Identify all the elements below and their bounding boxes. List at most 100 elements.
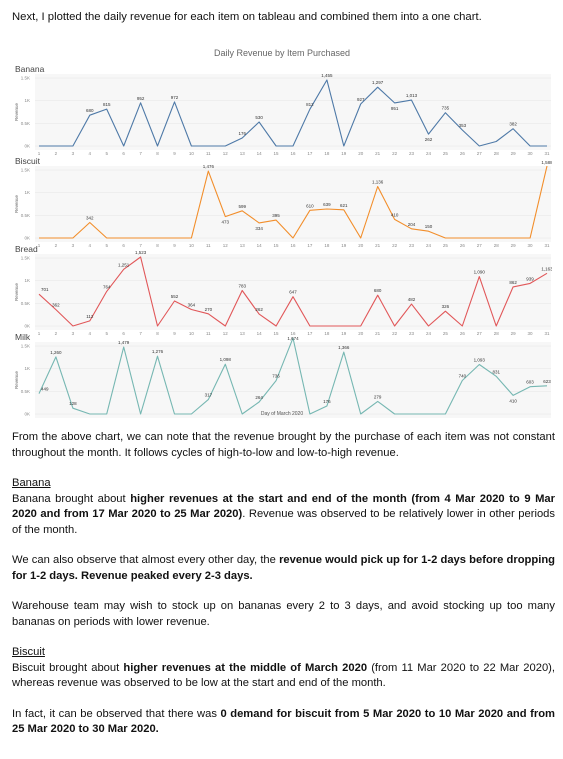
banana-x-tick-label: 28	[494, 151, 500, 156]
bread-data-label: 764	[103, 284, 111, 289]
bread-data-label: 1,090	[474, 270, 486, 275]
banana-x-tick-label: 20	[358, 151, 364, 156]
biscuit-x-tick-label: 15	[274, 243, 280, 248]
bread-x-tick-label: 22	[392, 331, 398, 336]
bread-x-tick-label: 2	[55, 331, 58, 336]
biscuit-x-tick-label: 29	[511, 243, 517, 248]
banana-data-label: 951	[391, 106, 399, 111]
milk-data-label: 449	[41, 387, 49, 392]
biscuit-heading: Biscuit	[12, 646, 45, 658]
banana-plot-area	[35, 74, 551, 150]
banana-x-tick-label: 7	[139, 151, 142, 156]
milk-data-label: 831	[492, 369, 500, 374]
banana-paragraph-2: We can also observe that almost every ot…	[12, 554, 555, 582]
chart-title: Daily Revenue by Item Purchased	[214, 48, 350, 58]
banana-data-label: 972	[171, 95, 179, 100]
biscuit-x-tick-label: 1	[38, 243, 41, 248]
biscuit-y-tick-label: 0K	[24, 236, 30, 241]
banana-data-label: 176	[238, 131, 246, 136]
biscuit-x-tick-label: 3	[72, 243, 75, 248]
banana-data-label: 1,297	[372, 80, 384, 85]
milk-series-line	[38, 337, 548, 415]
banana-y-tick-label: 1K	[24, 98, 30, 103]
biscuit-paragraph-1: Biscuit brought about higher revenues at…	[12, 661, 555, 690]
banana-paragraph-1: Banana brought about higher revenues at …	[12, 492, 556, 536]
bread-x-tick-label: 11	[206, 331, 211, 336]
milk-data-label: 317	[205, 393, 213, 398]
summary-paragraph: From the above chart, we can note that t…	[12, 431, 555, 459]
bread-x-tick-label: 9	[173, 331, 176, 336]
bread-y-tick-label: 1.5K	[21, 256, 30, 261]
biscuit-x-tick-label: 25	[443, 243, 449, 248]
bread-x-tick-label: 4	[89, 331, 92, 336]
milk-data-label: 176	[323, 399, 331, 404]
biscuit-data-label: 621	[340, 203, 348, 208]
banana-x-tick-label: 12	[223, 151, 229, 156]
bread-x-tick-label: 14	[257, 331, 263, 336]
banana-x-tick-label: 16	[290, 151, 296, 156]
bread-data-label: 552	[171, 294, 179, 299]
banana-data-label: 952	[137, 96, 145, 101]
biscuit-x-tick-label: 23	[409, 243, 415, 248]
biscuit-series-line	[39, 165, 548, 239]
bread-data-label: 326	[442, 304, 450, 309]
biscuit-x-tick-label: 27	[477, 243, 483, 248]
bread-x-tick-label: 29	[511, 331, 517, 336]
bread-series-line	[38, 256, 548, 327]
biscuit-data-label: 334	[255, 226, 263, 231]
banana-x-tick-label: 1	[38, 151, 41, 156]
biscuit-paragraph-2: In fact, it can be observed that there w…	[12, 707, 555, 736]
banana-data-label: 735	[442, 106, 450, 111]
milk-data-label: 1,276	[152, 349, 164, 354]
bread-x-tick-label: 24	[426, 331, 432, 336]
banana-x-tick-label: 5	[105, 151, 108, 156]
biscuit-data-label: 395	[272, 213, 280, 218]
milk-data-label: 279	[374, 394, 382, 399]
biscuit-data-label: 1,136	[372, 180, 384, 185]
biscuit-x-tick-label: 13	[240, 243, 246, 248]
milk-y-tick-label: 0.5K	[21, 389, 30, 394]
biscuit-data-label: 473	[222, 220, 230, 225]
milk-data-label: 128	[69, 401, 77, 406]
banana-x-tick-label: 2	[55, 151, 58, 156]
bread-data-label: 647	[289, 290, 297, 295]
bread-x-tick-label: 3	[72, 331, 75, 336]
milk-y-tick-label: 1.5K	[21, 344, 30, 349]
banana-series-line	[39, 79, 547, 147]
biscuit-x-tick-label: 9	[173, 243, 176, 248]
bread-x-tick-label: 31	[544, 331, 550, 336]
biscuit-data-label: 410	[391, 212, 399, 217]
banana-x-tick-label: 3	[72, 151, 75, 156]
banana-x-tick-label: 14	[257, 151, 263, 156]
banana-x-tick-label: 27	[477, 151, 483, 156]
banana-x-tick-label: 18	[324, 151, 330, 156]
bread-x-tick-label: 20	[358, 331, 364, 336]
biscuit-x-tick-label: 7	[139, 243, 142, 248]
biscuit-x-tick-label: 24	[426, 243, 432, 248]
bread-x-tick-label: 17	[307, 331, 313, 336]
bread-data-label: 1,163	[541, 266, 552, 271]
bread-x-tick-label: 7	[139, 331, 142, 336]
banana-x-tick-label: 26	[460, 151, 466, 156]
banana-data-label: 815	[103, 102, 111, 107]
banana-panel-label: Banana	[15, 64, 45, 74]
bread-x-tick-label: 5	[105, 331, 108, 336]
banana-x-tick-label: 10	[189, 151, 195, 156]
banana-data-label: 262	[425, 137, 433, 142]
bread-x-tick-label: 13	[240, 331, 246, 336]
biscuit-x-tick-label: 2	[55, 243, 58, 248]
bread-x-tick-label: 23	[409, 331, 415, 336]
banana-x-tick-label: 21	[375, 151, 381, 156]
milk-data-label: 736	[272, 374, 280, 379]
banana-x-tick-label: 6	[122, 151, 125, 156]
bread-data-label: 1,251	[118, 262, 130, 267]
milk-y-tick-label: 0K	[24, 412, 30, 417]
bread-x-tick-label: 18	[324, 331, 330, 336]
bread-data-label: 939	[526, 276, 534, 281]
biscuit-x-tick-label: 14	[257, 243, 263, 248]
biscuit-x-tick-label: 26	[460, 243, 466, 248]
bread-x-tick-label: 6	[122, 331, 125, 336]
banana-data-label: 353	[459, 123, 467, 128]
biscuit-data-label: 1,476	[203, 164, 215, 169]
banana-x-tick-label: 19	[341, 151, 347, 156]
